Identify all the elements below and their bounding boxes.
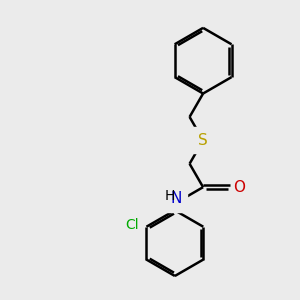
Text: N: N bbox=[170, 191, 182, 206]
Text: Cl: Cl bbox=[125, 218, 139, 232]
Text: S: S bbox=[198, 133, 208, 148]
Text: H: H bbox=[165, 189, 175, 203]
Text: O: O bbox=[233, 180, 245, 195]
